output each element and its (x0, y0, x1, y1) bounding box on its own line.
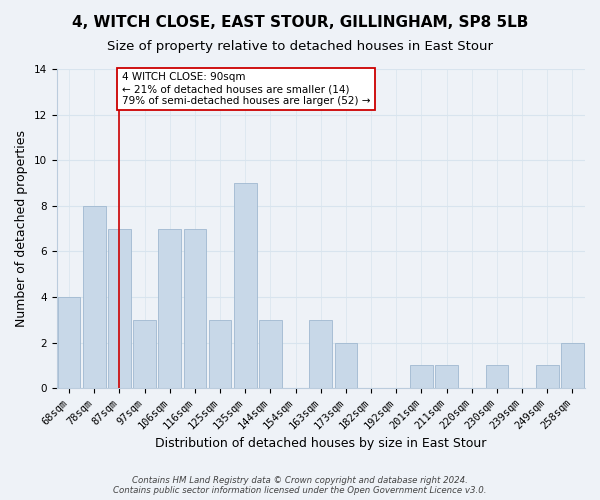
Text: Size of property relative to detached houses in East Stour: Size of property relative to detached ho… (107, 40, 493, 53)
Bar (133, 320, 156, 388)
Bar (310, 320, 332, 388)
Bar (58, 297, 80, 388)
Text: 4, WITCH CLOSE, EAST STOUR, GILLINGHAM, SP8 5LB: 4, WITCH CLOSE, EAST STOUR, GILLINGHAM, … (72, 15, 528, 30)
Bar (410, 366, 433, 388)
Text: 4 WITCH CLOSE: 90sqm
← 21% of detached houses are smaller (14)
79% of semi-detac: 4 WITCH CLOSE: 90sqm ← 21% of detached h… (122, 72, 370, 106)
Bar (234, 183, 257, 388)
Bar (158, 228, 181, 388)
Bar (259, 320, 282, 388)
Bar (108, 228, 131, 388)
Bar (536, 366, 559, 388)
Bar (485, 366, 508, 388)
Bar (83, 206, 106, 388)
Text: Contains HM Land Registry data © Crown copyright and database right 2024.
Contai: Contains HM Land Registry data © Crown c… (113, 476, 487, 495)
Bar (561, 342, 584, 388)
Y-axis label: Number of detached properties: Number of detached properties (15, 130, 28, 327)
Bar (435, 366, 458, 388)
Bar (184, 228, 206, 388)
Bar (209, 320, 232, 388)
Bar (335, 342, 357, 388)
X-axis label: Distribution of detached houses by size in East Stour: Distribution of detached houses by size … (155, 437, 487, 450)
